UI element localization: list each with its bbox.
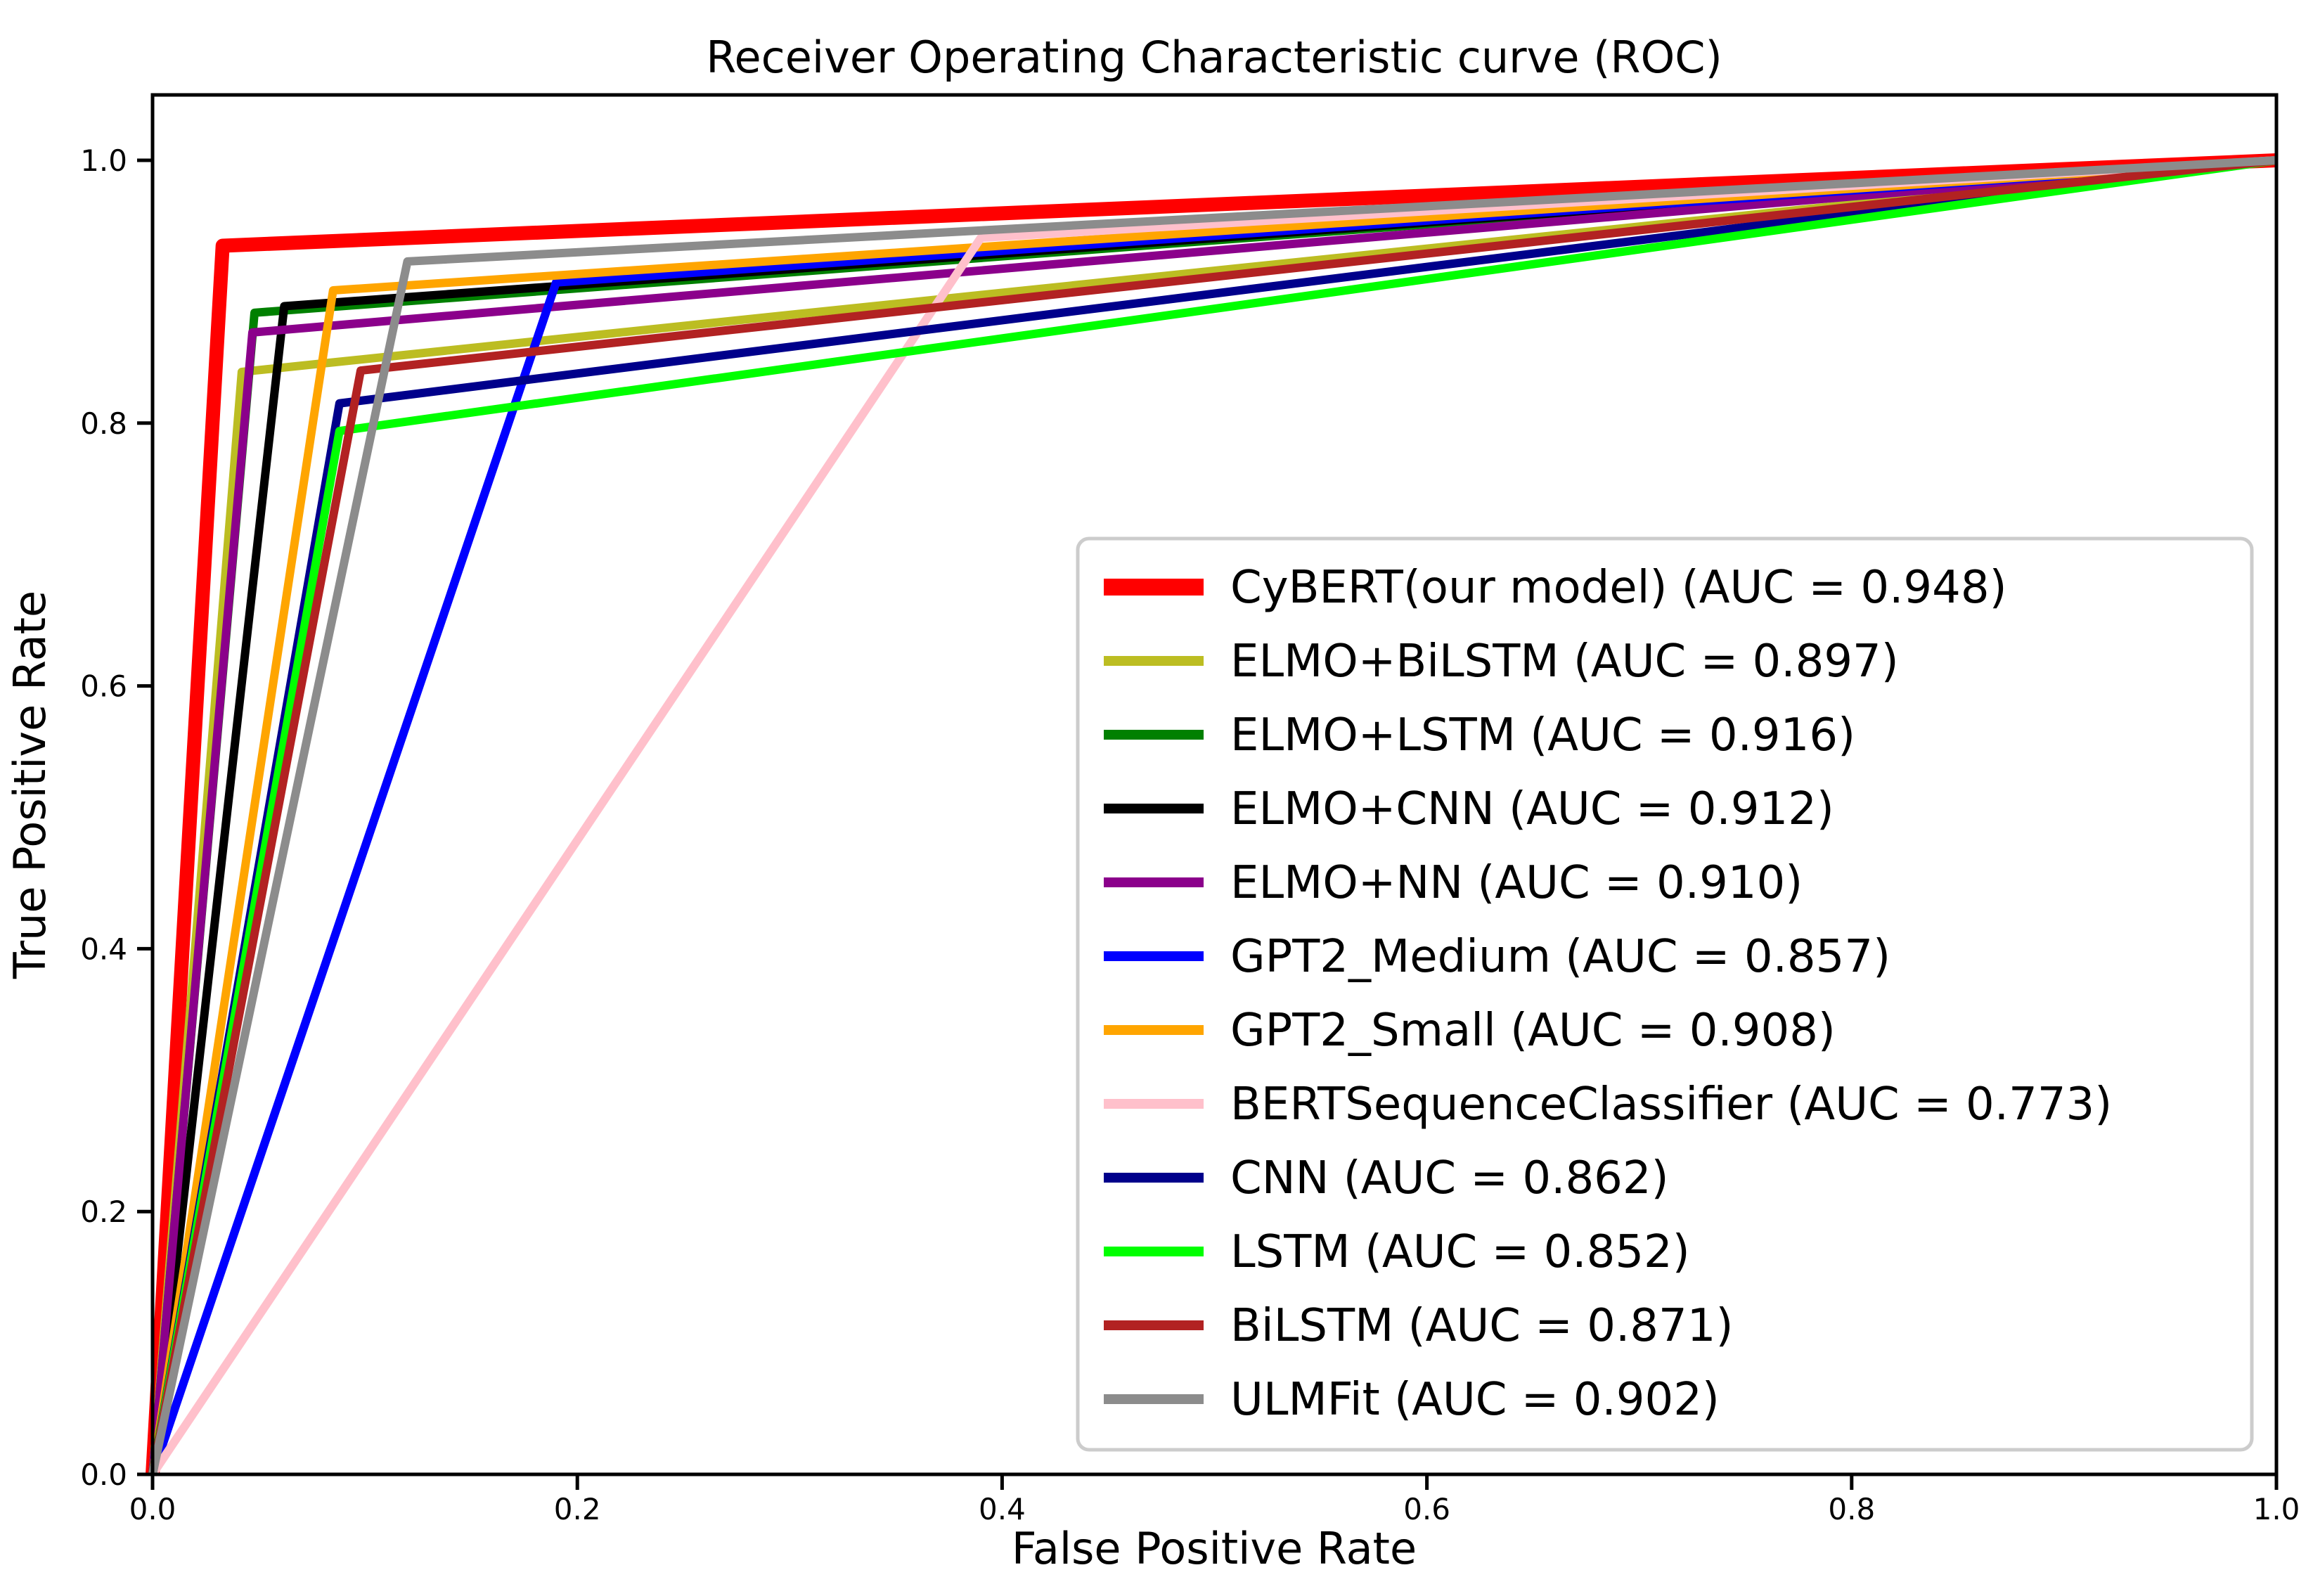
legend-box	[1076, 536, 2254, 1452]
y-tick-label: 0.4	[80, 932, 127, 966]
roc-curve-gpt2-small	[148, 156, 2277, 1475]
legend-label-bertsequenceclassifier: BERTSequenceClassifier (AUC = 0.773)	[1230, 1079, 2112, 1131]
legend-label-elmo-nn: ELMO+NN (AUC = 0.910)	[1230, 857, 1803, 909]
roc-curve-cybert-our-model	[146, 153, 2277, 1475]
x-tick-label: 0.6	[1403, 1492, 1450, 1526]
legend-label-ulmfit: ULMFit (AUC = 0.902)	[1230, 1374, 1720, 1426]
legend-label-lstm: LSTM (AUC = 0.852)	[1230, 1226, 1690, 1278]
y-tick-label: 0.8	[80, 406, 127, 441]
roc-curve-elmo-nn	[148, 156, 2277, 1475]
x-tick-label: 1.0	[2253, 1492, 2300, 1526]
y-tick-label: 1.0	[80, 143, 127, 178]
y-tick-label: 0.2	[80, 1195, 127, 1229]
legend-label-elmo-bilstm: ELMO+BiLSTM (AUC = 0.897)	[1230, 636, 1899, 688]
x-tick-label: 0.4	[979, 1492, 1026, 1526]
plot-border	[150, 93, 2279, 1476]
legend-label-bilstm: BiLSTM (AUC = 0.871)	[1230, 1300, 1733, 1352]
roc-curve-bilstm	[148, 156, 2277, 1476]
chart-title: Receiver Operating Characteristic curve …	[706, 32, 1722, 83]
legend-label-elmo-lstm: ELMO+LSTM (AUC = 0.916)	[1230, 709, 1855, 761]
legend-label-cybert-our-model: CyBERT(our model) (AUC = 0.948)	[1230, 562, 2007, 614]
y-tick-label: 0.0	[80, 1457, 127, 1492]
legend-label-elmo-cnn: ELMO+CNN (AUC = 0.912)	[1230, 783, 1834, 835]
x-tick-label: 0.0	[129, 1492, 176, 1526]
y-axis-label: True Positive Rate	[4, 591, 56, 979]
x-axis-label: False Positive Rate	[1012, 1523, 1417, 1574]
x-tick-label: 0.2	[554, 1492, 601, 1526]
roc-curve-ulmfit	[148, 156, 2277, 1476]
y-tick-label: 0.6	[80, 669, 127, 704]
legend-label-gpt2-small: GPT2_Small (AUC = 0.908)	[1230, 1005, 1836, 1057]
legend-label-gpt2-medium: GPT2_Medium (AUC = 0.857)	[1230, 931, 1890, 983]
plot-area: 0.0 0.2 0.4 0.6 0.8 1.0 0.0 0.2 0.4 0.6 0.8 1.0 CyBE…	[80, 93, 2300, 1526]
legend-label-cnn: CNN (AUC = 0.862)	[1230, 1152, 1669, 1204]
x-tick-label: 0.8	[1828, 1492, 1875, 1526]
